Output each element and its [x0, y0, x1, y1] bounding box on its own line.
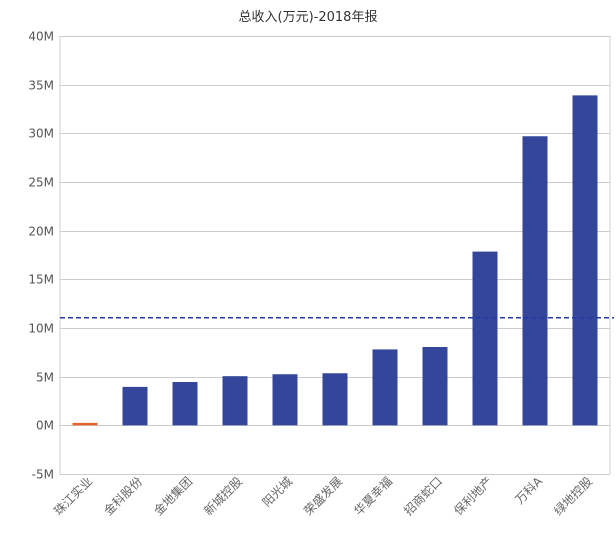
y-tick-label: 35M [28, 79, 54, 93]
bar-7 [372, 349, 398, 426]
y-tick-label: 40M [28, 30, 54, 44]
y-tick-label: 15M [28, 273, 54, 287]
y-tick-label: -5M [32, 468, 54, 482]
y-tick-label: 10M [28, 322, 54, 336]
x-tick-label: 保利地产 [451, 474, 495, 518]
x-axis: 珠江实业 金科股份 金地集团 新城控股 阳光城 荣盛发展 华夏幸福 招商蛇口 保利地产 万科A 绿地… [51, 474, 596, 519]
x-tick-label: 万科A [512, 474, 545, 507]
bar-10 [522, 136, 548, 426]
y-tick-label: 25M [28, 176, 54, 190]
x-tick-label: 阳光城 [260, 474, 295, 509]
bar-4 [222, 376, 248, 426]
bar-2 [122, 386, 148, 426]
x-tick-label: 荣盛发展 [301, 474, 346, 519]
x-tick-label: 华夏幸福 [351, 474, 396, 519]
bar-3 [172, 382, 198, 426]
y-tick-label: 5M [36, 371, 54, 385]
bar-5 [272, 374, 298, 426]
chart-title: 总收入(万元)-2018年报 [239, 10, 378, 25]
x-tick-label: 金科股份 [101, 474, 146, 519]
bars [72, 95, 598, 426]
y-tick-label: 0M [36, 419, 54, 433]
bar-6 [322, 373, 348, 426]
x-tick-label: 新城控股 [201, 474, 246, 519]
x-tick-label: 绿地控股 [551, 474, 596, 519]
y-tick-label: 20M [28, 225, 54, 239]
x-tick-label: 金地集团 [151, 474, 196, 519]
x-tick-label: 招商蛇口 [401, 474, 446, 519]
x-tick-label: 珠江实业 [51, 474, 96, 519]
bar-9 [472, 251, 498, 426]
bar-11 [572, 95, 598, 426]
bar-1 [72, 422, 98, 426]
y-axis: -5M 0M 5M 10M 15M 20M 25M 30M 35M 40M [28, 30, 54, 482]
bar-8 [422, 346, 448, 426]
y-tick-label: 30M [28, 127, 54, 141]
